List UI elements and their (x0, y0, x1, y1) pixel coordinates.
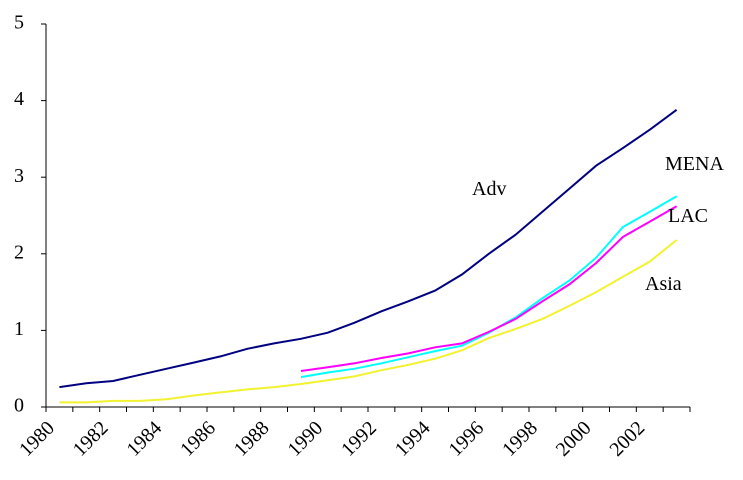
series-line (300, 205, 678, 372)
series-label: LAC (668, 205, 708, 227)
y-tick-label: 4 (14, 88, 24, 110)
series-line (59, 108, 678, 389)
x-tick-label: 1990 (283, 417, 327, 461)
y-tick-label: 3 (14, 165, 24, 187)
x-tick-label: 1998 (498, 417, 542, 461)
y-tick-label: 1 (14, 318, 24, 340)
x-tick-label: 1992 (337, 417, 381, 461)
x-tick-label: 2002 (605, 417, 649, 461)
x-tick-label: 1986 (176, 417, 220, 461)
series-line (300, 195, 678, 379)
y-tick-label: 5 (14, 12, 24, 34)
series-label: Asia (645, 273, 682, 295)
y-tick-label: 2 (14, 241, 24, 263)
x-tick-label: 1988 (230, 417, 274, 461)
x-tick-label: 1980 (15, 417, 59, 461)
y-tick-label: 0 (14, 395, 24, 417)
series-line (59, 239, 678, 404)
x-tick-label: 1994 (391, 417, 435, 461)
x-tick-label: 2000 (552, 417, 596, 461)
series-label: Adv (472, 178, 506, 200)
x-tick-label: 1982 (69, 417, 113, 461)
x-tick-label: 1996 (444, 417, 488, 461)
series-label: MENA (665, 153, 724, 175)
x-tick-label: 1984 (122, 417, 166, 461)
